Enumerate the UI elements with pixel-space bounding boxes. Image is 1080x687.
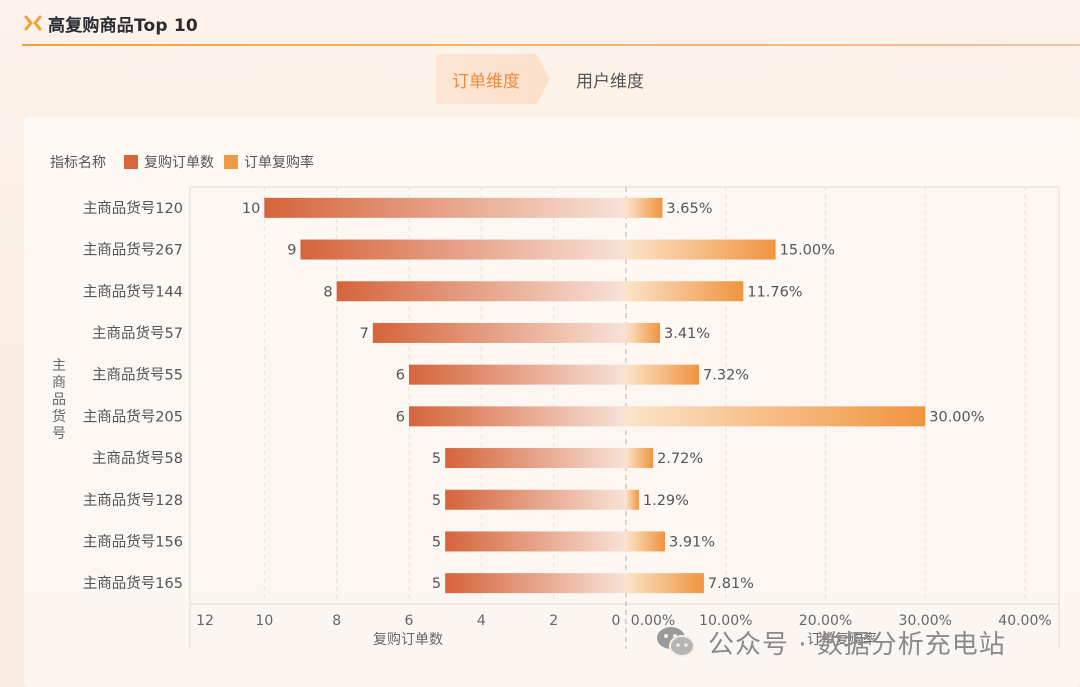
data-label-repurchase-rate: 3.41% — [664, 326, 710, 342]
bar-repurchase-rate — [626, 364, 700, 385]
wechat-icon — [657, 627, 695, 657]
legend-item-repurchase-rate[interactable]: 订单复购率 — [224, 152, 314, 172]
category-label: 主商品货号128 — [83, 492, 183, 509]
legend-label: 订单复购率 — [244, 155, 314, 171]
data-label-repurchase-rate: 30.00% — [929, 409, 984, 425]
data-label-repurchase-rate: 1.29% — [643, 493, 689, 509]
bar-repurchase-rate — [626, 531, 666, 552]
y-axis-title-char: 商 — [52, 375, 66, 391]
bar-repurchase-rate — [626, 489, 639, 510]
tab-order-dimension[interactable]: 订单维度 — [436, 54, 550, 104]
category-label: 主商品货号57 — [92, 325, 183, 342]
data-label-repurchase-orders: 5 — [432, 493, 441, 509]
bar-repurchase-orders — [264, 197, 626, 218]
data-label-repurchase-rate: 7.32% — [703, 368, 749, 384]
legend-swatch — [224, 155, 238, 169]
category-label: 主商品货号165 — [83, 575, 183, 592]
x-tick-label-left: 12 — [196, 613, 214, 629]
x-tick-label-right: 10.00% — [699, 613, 752, 629]
bar-repurchase-rate — [626, 322, 661, 343]
y-axis-title-char: 品 — [52, 392, 66, 408]
category-label: 主商品货号120 — [83, 200, 183, 217]
watermark: 公众号 · 数据分析充电站 — [656, 622, 1006, 662]
header-divider — [22, 44, 1080, 46]
data-label-repurchase-rate: 3.65% — [666, 201, 712, 217]
y-axis-title-char: 货 — [52, 408, 66, 425]
tab-user-dimension[interactable]: 用户维度 — [576, 71, 644, 92]
data-label-repurchase-orders: 7 — [360, 326, 369, 342]
data-label-repurchase-orders: 5 — [432, 451, 441, 467]
legend-swatch — [124, 155, 138, 169]
category-label: 主商品货号55 — [92, 367, 183, 384]
x-tick-label-right: 30.00% — [899, 613, 952, 629]
data-label-repurchase-rate: 2.72% — [657, 451, 703, 467]
labels: 12 10 8 6 4 2 0 0.00% 10.00% 20.00% 30.00% 40.00% 复购… — [52, 200, 1052, 648]
x-tick-label-left: 0 — [612, 613, 621, 629]
data-label-repurchase-rate: 15.00% — [780, 243, 835, 259]
data-label-repurchase-orders: 6 — [396, 409, 405, 425]
chart-legend: 指标名称 复购订单数 订单复购率 — [50, 152, 324, 172]
data-label-repurchase-rate: 3.91% — [669, 534, 715, 550]
bar-repurchase-rate — [626, 239, 776, 260]
bar-repurchase-orders — [445, 573, 626, 594]
y-axis-title-char: 号 — [52, 426, 66, 442]
bar-repurchase-orders — [445, 531, 626, 552]
category-label: 主商品货号267 — [83, 242, 183, 259]
bar-repurchase-orders — [409, 406, 626, 427]
data-label-repurchase-orders: 8 — [323, 284, 332, 300]
bars — [264, 197, 926, 594]
data-label-repurchase-orders: 9 — [287, 243, 296, 259]
x-axis-title-left: 复购订单数 — [373, 631, 443, 648]
watermark-text: 公众号 · 数据分析充电站 — [708, 629, 1006, 660]
x-tick-label-left: 6 — [405, 613, 414, 629]
category-label: 主商品货号205 — [83, 408, 183, 425]
dimension-tabs: 订单维度 用户维度 — [0, 52, 1080, 108]
data-label-repurchase-rate: 7.81% — [708, 576, 754, 592]
bar-repurchase-rate — [626, 281, 744, 302]
bar-repurchase-rate — [626, 573, 704, 594]
data-label-repurchase-orders: 10 — [242, 201, 260, 217]
x-tick-label-right: 20.00% — [799, 613, 852, 629]
legend-label: 复购订单数 — [144, 155, 214, 171]
bar-repurchase-rate — [626, 406, 926, 427]
category-label: 主商品货号156 — [83, 533, 183, 550]
x-tick-label-left: 10 — [255, 613, 273, 629]
data-label-repurchase-rate: 11.76% — [747, 284, 802, 300]
bar-repurchase-orders — [336, 281, 626, 302]
bar-repurchase-orders — [445, 489, 626, 510]
bar-repurchase-orders — [445, 448, 626, 469]
y-axis-title-char: 主 — [52, 358, 66, 374]
y-axis-title: 主商品货号 — [52, 358, 66, 442]
x-tick-label-left: 8 — [332, 613, 341, 629]
x-tick-label-right: 0.00% — [631, 613, 675, 629]
bar-repurchase-orders — [300, 239, 626, 260]
x-tick-label-left: 2 — [549, 613, 558, 629]
data-label-repurchase-orders: 6 — [396, 368, 405, 384]
legend-title: 指标名称 — [50, 155, 106, 171]
bar-repurchase-rate — [626, 448, 654, 469]
legend-item-repurchase-orders[interactable]: 复购订单数 — [124, 152, 214, 172]
category-label: 主商品货号58 — [92, 450, 183, 467]
data-label-repurchase-orders: 5 — [432, 576, 441, 592]
bar-repurchase-rate — [626, 197, 663, 218]
x-tick-label-left: 4 — [477, 613, 486, 629]
bar-repurchase-orders — [409, 364, 626, 385]
page-title: 高复购商品Top 10 — [48, 16, 198, 36]
data-label-repurchase-orders: 5 — [432, 534, 441, 550]
x-tick-label-right: 40.00% — [998, 613, 1051, 629]
brand-logo-icon — [24, 15, 42, 31]
x-axis-title-right: 订单复购率 — [807, 631, 877, 648]
page-header: 高复购商品Top 10 — [0, 0, 1080, 46]
category-label: 主商品货号144 — [83, 283, 183, 300]
bar-repurchase-orders — [372, 322, 626, 343]
